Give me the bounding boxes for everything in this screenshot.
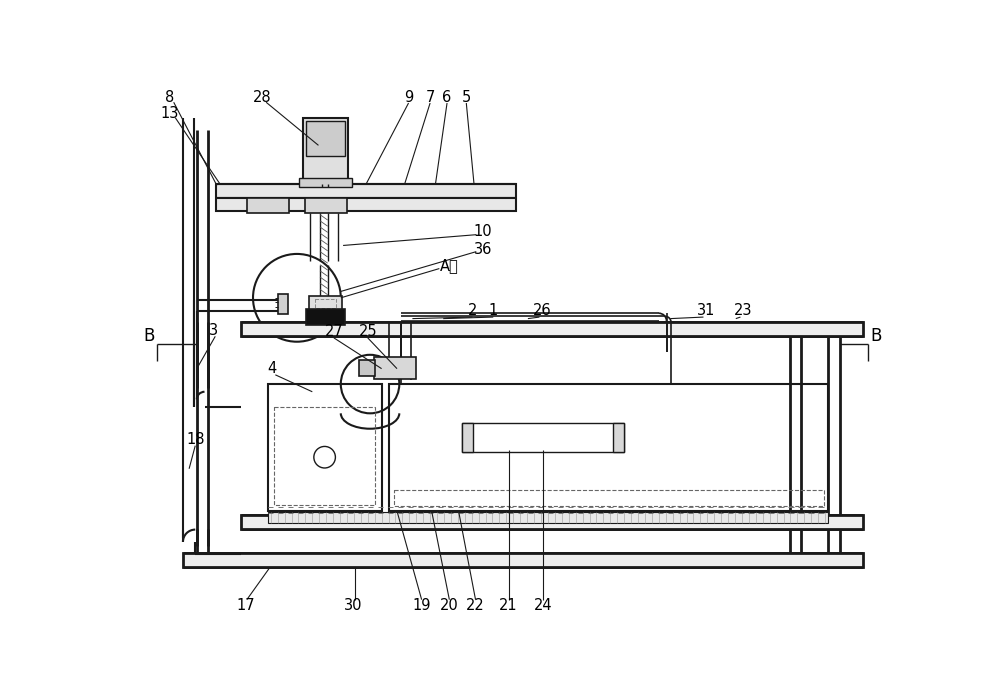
- Text: 25: 25: [358, 324, 377, 339]
- Text: 28: 28: [253, 90, 272, 105]
- Text: 23: 23: [734, 304, 753, 318]
- Bar: [299, 178, 352, 187]
- Bar: [216, 184, 516, 211]
- Text: 4: 4: [268, 361, 277, 376]
- Bar: [247, 198, 289, 213]
- Bar: [241, 322, 863, 336]
- Text: 31: 31: [697, 304, 716, 318]
- Text: 5: 5: [462, 90, 471, 105]
- Bar: [306, 309, 345, 325]
- Text: 7: 7: [425, 90, 435, 105]
- Text: 22: 22: [466, 597, 485, 613]
- Text: 30: 30: [344, 597, 362, 613]
- Text: 10: 10: [474, 224, 493, 239]
- Bar: [268, 384, 382, 511]
- Text: 2: 2: [468, 304, 477, 318]
- Text: 20: 20: [440, 597, 459, 613]
- Text: 17: 17: [236, 597, 255, 613]
- Bar: [394, 489, 824, 507]
- Text: 1: 1: [489, 304, 498, 318]
- Text: 13: 13: [161, 105, 179, 121]
- Bar: [183, 554, 863, 567]
- Bar: [241, 515, 863, 529]
- Text: 6: 6: [442, 90, 452, 105]
- Bar: [278, 294, 288, 314]
- Text: 21: 21: [499, 597, 518, 613]
- Text: 8: 8: [165, 90, 174, 105]
- Bar: [309, 295, 342, 311]
- Text: 3: 3: [209, 322, 218, 338]
- Bar: [315, 299, 336, 308]
- Text: 26: 26: [532, 304, 551, 318]
- Text: 19: 19: [412, 597, 431, 613]
- Bar: [305, 198, 347, 213]
- Bar: [462, 422, 473, 452]
- Bar: [274, 407, 375, 505]
- Text: A部: A部: [440, 258, 459, 273]
- Bar: [359, 360, 375, 376]
- Bar: [462, 422, 624, 452]
- Text: 27: 27: [324, 324, 343, 339]
- Bar: [306, 121, 345, 156]
- Text: 9: 9: [404, 90, 413, 105]
- Text: B: B: [143, 327, 155, 346]
- Bar: [613, 422, 624, 452]
- Bar: [268, 512, 828, 523]
- Bar: [374, 357, 416, 379]
- Bar: [303, 119, 348, 184]
- Bar: [389, 384, 828, 511]
- Text: 18: 18: [186, 432, 205, 447]
- Text: 24: 24: [534, 597, 553, 613]
- Text: 36: 36: [474, 242, 492, 257]
- Text: B: B: [870, 327, 882, 346]
